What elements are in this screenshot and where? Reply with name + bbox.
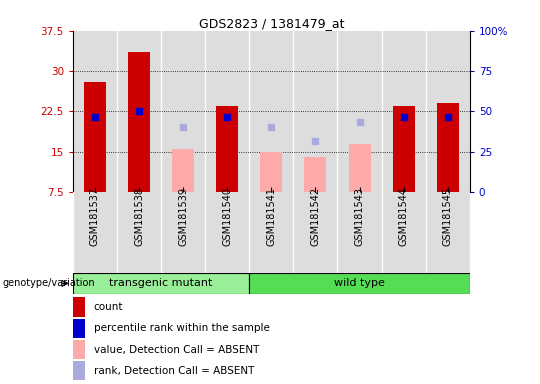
Bar <box>73 319 85 338</box>
Bar <box>172 149 194 192</box>
Text: wild type: wild type <box>334 278 385 288</box>
Bar <box>84 82 106 192</box>
Point <box>135 108 144 114</box>
Bar <box>73 340 85 359</box>
Bar <box>73 298 85 317</box>
Bar <box>128 52 150 192</box>
Bar <box>73 273 249 294</box>
Point <box>91 114 99 120</box>
Point <box>223 114 232 120</box>
Point <box>311 138 320 144</box>
Text: genotype/variation: genotype/variation <box>3 278 96 288</box>
Bar <box>73 361 85 381</box>
Bar <box>437 103 459 192</box>
Point <box>267 124 275 131</box>
Text: value, Detection Call = ABSENT: value, Detection Call = ABSENT <box>94 344 259 354</box>
Point <box>443 114 452 120</box>
Point <box>355 119 364 125</box>
Title: GDS2823 / 1381479_at: GDS2823 / 1381479_at <box>199 17 344 30</box>
Bar <box>348 144 370 192</box>
Bar <box>216 106 238 192</box>
Text: rank, Detection Call = ABSENT: rank, Detection Call = ABSENT <box>94 366 254 376</box>
Point <box>179 124 187 131</box>
Text: percentile rank within the sample: percentile rank within the sample <box>94 323 269 333</box>
Point <box>399 114 408 120</box>
Text: count: count <box>94 302 123 312</box>
Bar <box>260 152 282 192</box>
Text: transgenic mutant: transgenic mutant <box>110 278 213 288</box>
Bar <box>393 106 415 192</box>
Bar <box>305 157 327 192</box>
Bar <box>249 273 470 294</box>
